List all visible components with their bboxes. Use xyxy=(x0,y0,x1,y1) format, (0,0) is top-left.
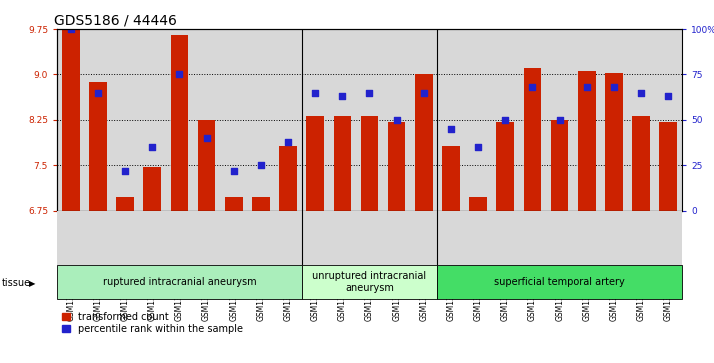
Bar xyxy=(252,197,270,211)
Bar xyxy=(279,146,297,211)
FancyBboxPatch shape xyxy=(301,265,438,299)
Point xyxy=(174,72,185,77)
Bar xyxy=(198,120,216,211)
Point xyxy=(581,84,593,90)
Point xyxy=(255,162,266,168)
Bar xyxy=(496,122,514,211)
Bar xyxy=(361,115,378,211)
Text: ruptured intracranial aneurysm: ruptured intracranial aneurysm xyxy=(103,277,256,287)
Point xyxy=(146,144,158,150)
Bar xyxy=(469,197,487,211)
Point xyxy=(92,90,104,95)
Bar xyxy=(633,115,650,211)
Bar xyxy=(333,115,351,211)
Point xyxy=(446,126,457,132)
Bar xyxy=(523,68,541,211)
Bar xyxy=(605,73,623,211)
Point xyxy=(473,144,484,150)
Point xyxy=(336,93,348,99)
Bar xyxy=(660,122,677,211)
Bar xyxy=(578,71,595,211)
Point xyxy=(119,168,131,174)
Text: ▶: ▶ xyxy=(29,279,35,287)
Text: GDS5186 / 44446: GDS5186 / 44446 xyxy=(54,14,177,28)
Point xyxy=(554,117,565,123)
Bar xyxy=(89,82,106,211)
Text: unruptured intracranial
aneurysm: unruptured intracranial aneurysm xyxy=(313,272,426,293)
Point xyxy=(309,90,321,95)
Bar xyxy=(225,197,243,211)
Point xyxy=(608,84,620,90)
Point xyxy=(663,93,674,99)
Point xyxy=(391,117,403,123)
Bar xyxy=(415,74,433,211)
Text: superficial temporal artery: superficial temporal artery xyxy=(494,277,625,287)
Bar xyxy=(144,167,161,211)
FancyBboxPatch shape xyxy=(438,265,682,299)
Point xyxy=(228,168,239,174)
Bar xyxy=(306,115,324,211)
Point xyxy=(500,117,511,123)
FancyBboxPatch shape xyxy=(57,265,301,299)
Bar xyxy=(116,197,134,211)
Point xyxy=(201,135,212,141)
Point xyxy=(418,90,430,95)
Bar xyxy=(388,122,406,211)
Bar xyxy=(171,35,188,211)
Bar xyxy=(442,146,460,211)
Legend: transformed count, percentile rank within the sample: transformed count, percentile rank withi… xyxy=(62,311,243,334)
Bar xyxy=(62,29,79,211)
Bar xyxy=(550,120,568,211)
Point xyxy=(363,90,376,95)
Point xyxy=(527,84,538,90)
Point xyxy=(65,26,76,32)
Point xyxy=(282,139,293,144)
Text: tissue: tissue xyxy=(1,278,31,288)
Point xyxy=(635,90,647,95)
